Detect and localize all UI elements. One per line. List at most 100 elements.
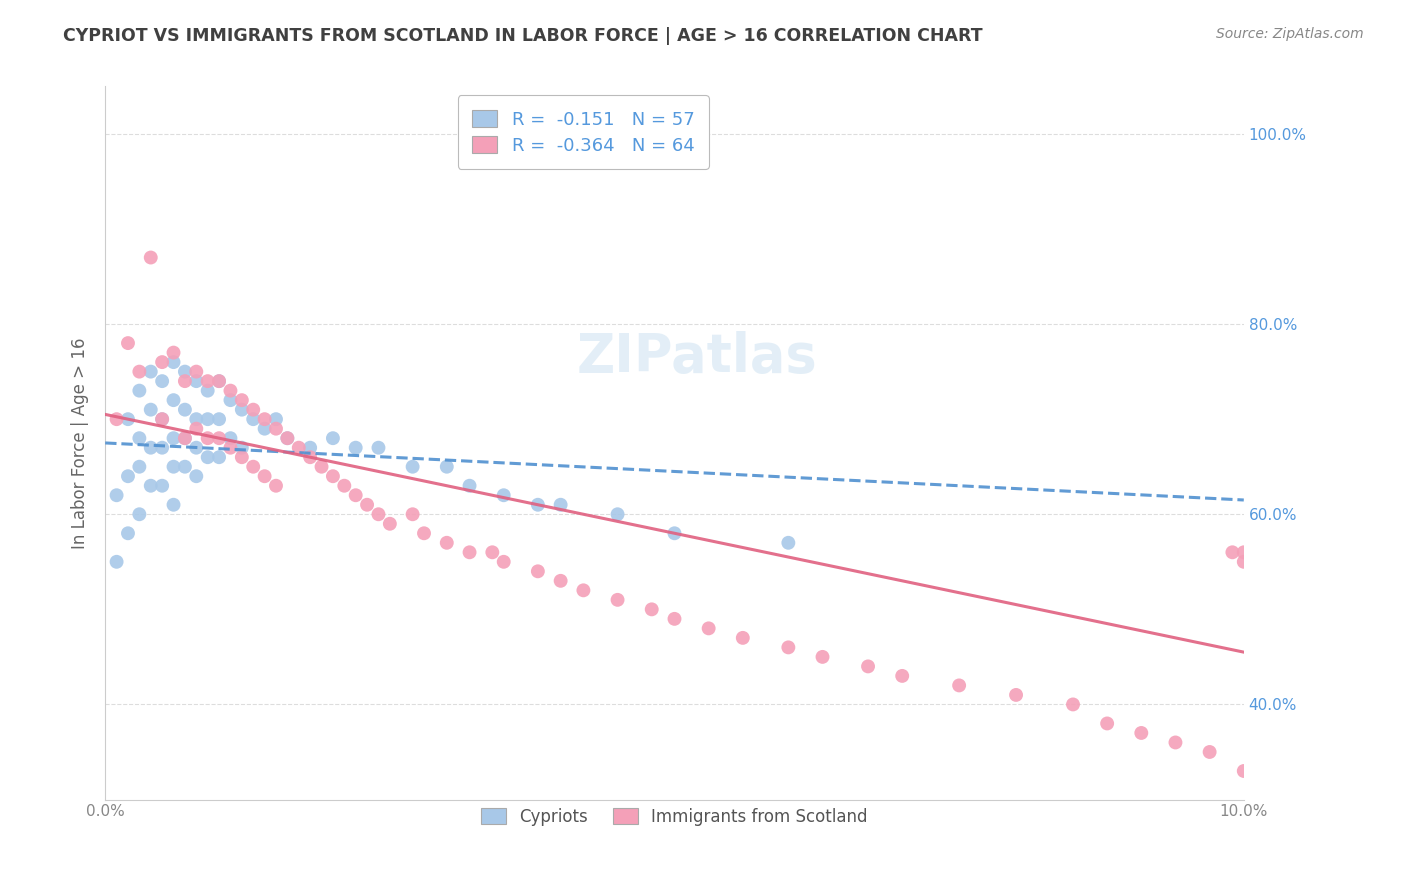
Point: [401, 508, 423, 522]
Point: [208, 450, 231, 465]
Point: [856, 659, 879, 673]
Point: [139, 402, 162, 417]
Text: Source: ZipAtlas.com: Source: ZipAtlas.com: [1216, 27, 1364, 41]
Point: [1198, 745, 1220, 759]
Point: [219, 393, 242, 408]
Point: [174, 374, 197, 388]
Point: [139, 251, 162, 265]
Point: [139, 365, 162, 379]
Point: [344, 441, 367, 455]
Point: [664, 612, 686, 626]
Text: ZIPatlas: ZIPatlas: [576, 331, 818, 384]
Point: [299, 441, 322, 455]
Point: [197, 412, 219, 426]
Point: [117, 469, 139, 483]
Point: [208, 431, 231, 445]
Point: [162, 431, 184, 445]
Point: [197, 431, 219, 445]
Point: [311, 459, 333, 474]
Point: [731, 631, 754, 645]
Point: [150, 441, 173, 455]
Point: [208, 412, 231, 426]
Point: [276, 431, 298, 445]
Point: [242, 459, 264, 474]
Point: [174, 459, 197, 474]
Point: [174, 431, 197, 445]
Point: [186, 365, 208, 379]
Point: [219, 441, 242, 455]
Point: [401, 459, 423, 474]
Point: [231, 393, 253, 408]
Point: [105, 488, 128, 502]
Point: [1233, 555, 1256, 569]
Point: [572, 583, 595, 598]
Point: [550, 574, 572, 588]
Point: [550, 498, 572, 512]
Point: [378, 516, 401, 531]
Point: [264, 479, 287, 493]
Point: [458, 479, 481, 493]
Point: [891, 669, 914, 683]
Point: [492, 555, 515, 569]
Point: [253, 469, 276, 483]
Point: [117, 336, 139, 351]
Point: [186, 469, 208, 483]
Point: [174, 431, 197, 445]
Point: [231, 450, 253, 465]
Point: [186, 422, 208, 436]
Point: [1130, 726, 1153, 740]
Point: [264, 412, 287, 426]
Point: [527, 564, 550, 578]
Point: [527, 498, 550, 512]
Point: [481, 545, 503, 559]
Point: [436, 459, 458, 474]
Point: [105, 412, 128, 426]
Point: [778, 640, 800, 655]
Point: [948, 678, 970, 692]
Point: [253, 412, 276, 426]
Point: [128, 508, 150, 522]
Point: [287, 441, 309, 455]
Point: [219, 431, 242, 445]
Point: [174, 402, 197, 417]
Point: [492, 488, 515, 502]
Point: [231, 441, 253, 455]
Point: [186, 441, 208, 455]
Point: [606, 592, 628, 607]
Point: [208, 374, 231, 388]
Point: [1095, 716, 1118, 731]
Point: [186, 412, 208, 426]
Point: [264, 422, 287, 436]
Point: [242, 402, 264, 417]
Point: [697, 621, 720, 635]
Point: [219, 384, 242, 398]
Point: [162, 393, 184, 408]
Point: [1005, 688, 1028, 702]
Point: [641, 602, 664, 616]
Point: [322, 469, 344, 483]
Text: CYPRIOT VS IMMIGRANTS FROM SCOTLAND IN LABOR FORCE | AGE > 16 CORRELATION CHART: CYPRIOT VS IMMIGRANTS FROM SCOTLAND IN L…: [63, 27, 983, 45]
Point: [208, 374, 231, 388]
Point: [162, 345, 184, 359]
Point: [174, 365, 197, 379]
Point: [1222, 545, 1244, 559]
Point: [162, 459, 184, 474]
Point: [162, 355, 184, 369]
Point: [150, 479, 173, 493]
Point: [197, 374, 219, 388]
Point: [162, 498, 184, 512]
Point: [413, 526, 436, 541]
Point: [150, 412, 173, 426]
Point: [811, 649, 834, 664]
Point: [231, 402, 253, 417]
Point: [242, 412, 264, 426]
Point: [128, 431, 150, 445]
Point: [1233, 545, 1256, 559]
Point: [436, 536, 458, 550]
Point: [128, 459, 150, 474]
Point: [299, 450, 322, 465]
Point: [253, 422, 276, 436]
Point: [150, 374, 173, 388]
Point: [606, 508, 628, 522]
Point: [778, 536, 800, 550]
